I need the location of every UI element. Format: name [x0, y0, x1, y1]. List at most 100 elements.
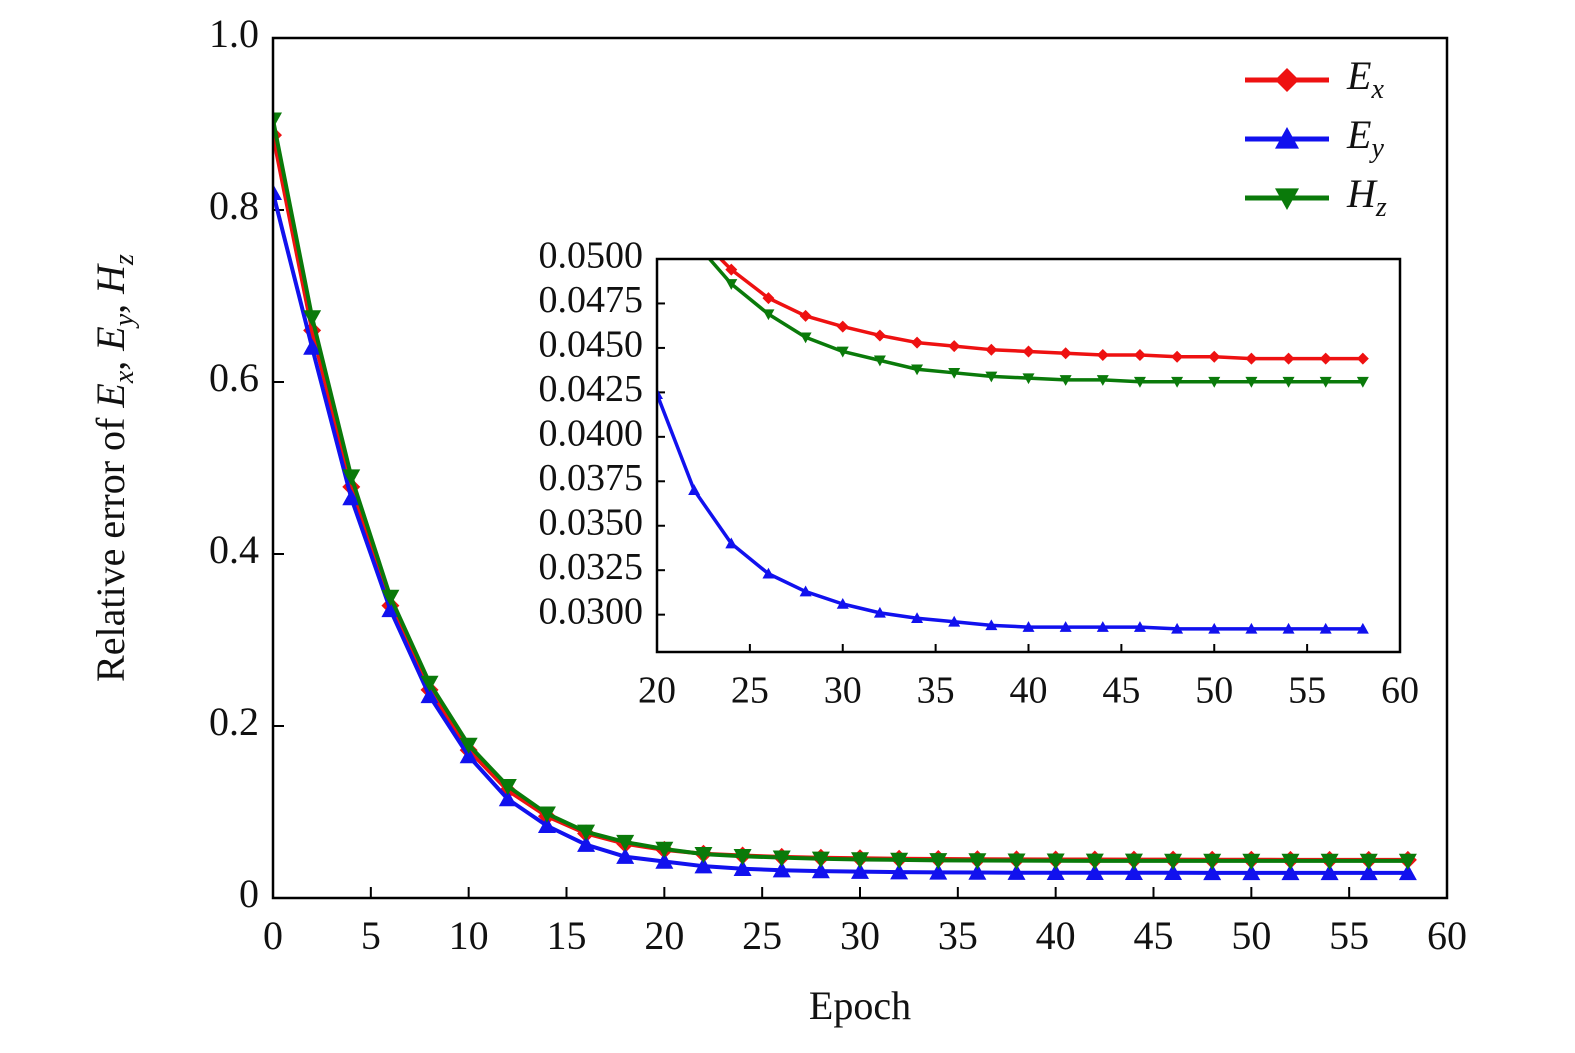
x-tick-label: 5	[361, 913, 381, 958]
legend-label: Ex​	[1346, 53, 1384, 105]
data-point	[890, 852, 909, 869]
data-point	[873, 606, 886, 618]
data-point	[733, 849, 752, 866]
data-point	[948, 340, 961, 353]
data-point	[1007, 863, 1026, 880]
data-point	[273, 183, 282, 200]
series-line	[718, 259, 1363, 361]
data-point	[655, 852, 674, 869]
data-point	[1245, 352, 1258, 365]
x-tick-label: 55	[1329, 913, 1369, 958]
x-tick-label: 50	[1231, 913, 1271, 958]
data-point	[1242, 863, 1261, 881]
x-tick-label: 35	[938, 913, 978, 958]
data-point	[1124, 853, 1143, 870]
data-point	[985, 619, 998, 631]
data-point	[1208, 622, 1221, 634]
data-point	[1059, 621, 1072, 632]
data-point	[811, 862, 830, 879]
x-tick-label: 40	[1010, 670, 1048, 712]
data-point	[1282, 622, 1295, 634]
y-tick-label: 0.0400	[539, 413, 644, 455]
data-point	[498, 790, 517, 807]
data-point	[911, 364, 924, 376]
data-point	[273, 112, 282, 129]
data-point	[1022, 345, 1035, 358]
data-point	[1320, 863, 1339, 881]
data-point	[1085, 863, 1104, 881]
data-point	[1356, 376, 1369, 388]
data-point	[851, 862, 869, 879]
data-point	[811, 851, 830, 868]
y-tick-label: 0.4	[209, 527, 259, 572]
x-tick-label: 30	[840, 913, 880, 958]
data-point	[873, 355, 886, 367]
data-point	[688, 484, 701, 495]
y-tick-label: 0.0425	[539, 368, 644, 410]
data-point	[911, 612, 924, 624]
y-tick-label: 0.8	[209, 183, 259, 228]
plot-frame	[271, 36, 1449, 900]
data-point	[1319, 352, 1332, 365]
data-point	[694, 846, 713, 864]
data-point	[1171, 350, 1184, 363]
data-point	[762, 309, 775, 321]
x-tick-label: 45	[1134, 913, 1174, 958]
data-point	[799, 332, 812, 344]
data-point	[890, 863, 909, 880]
data-point	[985, 343, 998, 356]
data-point	[1171, 622, 1184, 634]
data-point	[1356, 622, 1369, 634]
data-point	[851, 852, 869, 869]
data-point	[616, 847, 635, 864]
legend-label: Hz​	[1346, 171, 1387, 223]
data-point	[968, 853, 987, 870]
data-point	[459, 737, 478, 754]
data-point	[537, 816, 556, 833]
data-point	[1046, 863, 1065, 881]
data-point	[911, 336, 924, 349]
data-point	[948, 368, 961, 379]
data-point	[381, 589, 400, 606]
data-point	[725, 279, 738, 290]
y-tick-label: 0.0500	[539, 235, 644, 277]
data-point	[1398, 863, 1417, 881]
data-point	[459, 747, 478, 764]
data-point	[733, 859, 752, 876]
legend-marker	[1275, 127, 1299, 149]
data-point	[1171, 376, 1184, 388]
data-point	[725, 537, 738, 549]
data-point	[1356, 352, 1369, 365]
y-tick-label: 0.0375	[539, 457, 644, 499]
data-point	[1203, 853, 1222, 870]
data-point	[873, 329, 886, 342]
x-tick-label: 25	[742, 913, 782, 958]
data-point	[1022, 621, 1035, 632]
series-line	[707, 259, 1363, 384]
y-tick-label: 0.6	[209, 355, 259, 400]
legend-label: Ey​	[1346, 112, 1384, 164]
x-tick-label: 60	[1381, 670, 1419, 712]
x-tick-label: 50	[1195, 670, 1233, 712]
data-point	[1164, 863, 1183, 881]
data-point	[836, 346, 849, 358]
data-point	[498, 779, 517, 796]
data-point	[1096, 621, 1109, 632]
data-point	[1096, 375, 1109, 386]
x-tick-label: 25	[731, 670, 769, 712]
x-tick-label: 45	[1102, 670, 1140, 712]
data-point	[772, 850, 791, 867]
data-point	[1398, 853, 1417, 870]
data-point	[836, 320, 849, 333]
x-tick-label: 60	[1427, 913, 1467, 958]
data-point	[1281, 853, 1300, 870]
data-point	[342, 469, 361, 486]
data-point	[1245, 376, 1258, 388]
y-axis-label: Relative error of Ex​, Ey​, Hz​	[88, 254, 140, 682]
data-point	[725, 263, 738, 276]
series-line	[273, 119, 1408, 863]
x-tick-label: 40	[1036, 913, 1076, 958]
data-point	[762, 567, 775, 579]
